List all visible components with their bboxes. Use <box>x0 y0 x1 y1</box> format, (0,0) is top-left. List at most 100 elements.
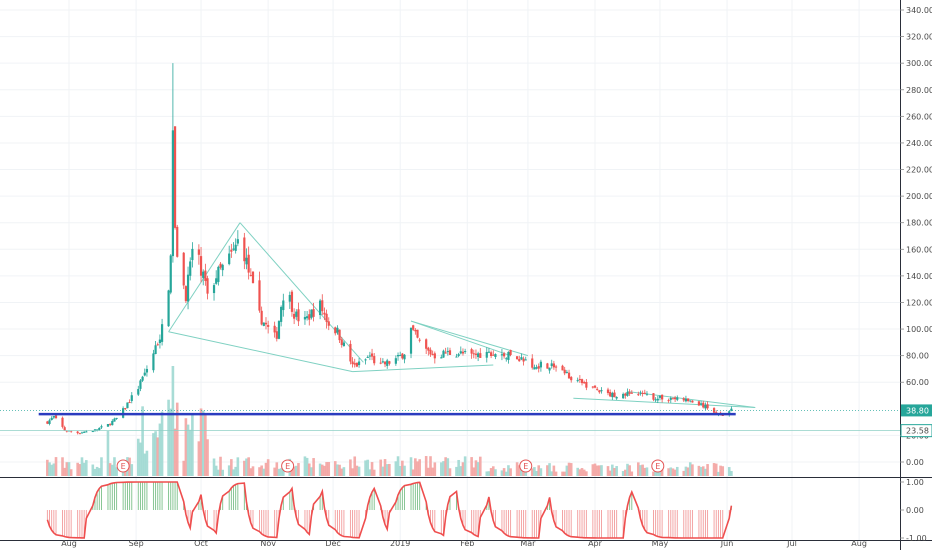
candle-body <box>277 321 281 339</box>
candle-body <box>63 427 66 431</box>
last-price-badge <box>901 404 932 417</box>
candle-body <box>98 427 101 430</box>
volume-bar <box>191 414 194 476</box>
volume-bar <box>563 471 567 476</box>
volume-bar <box>433 462 437 476</box>
price-tick-label: 80.00 <box>906 352 929 361</box>
candle-body <box>639 392 642 394</box>
volume-bar <box>701 466 705 476</box>
candle-body <box>580 379 584 384</box>
volume-bar <box>669 467 673 476</box>
candle-body <box>381 361 384 363</box>
candle-body <box>325 313 328 322</box>
volume-bar <box>128 457 131 476</box>
candle-body <box>641 392 644 394</box>
volume-bar <box>424 456 428 476</box>
volume-bar <box>730 470 733 476</box>
candle-body <box>613 392 616 398</box>
candle-body <box>431 354 434 356</box>
volume-bar <box>448 468 452 476</box>
volume-bar <box>446 458 450 476</box>
volume-bar <box>717 471 720 476</box>
candle-body <box>418 339 421 341</box>
candle-body <box>630 392 633 394</box>
earnings-marker <box>651 459 665 473</box>
price-tick-label: 300.00 <box>906 59 932 68</box>
candle-body <box>156 344 159 346</box>
volume-bar <box>46 459 49 476</box>
osc-tick-label: 1.00 <box>906 478 924 487</box>
price-tick-label: 60.00 <box>906 378 929 387</box>
volume-bar <box>626 463 629 476</box>
candle-body <box>674 397 677 400</box>
candle-body <box>531 358 534 368</box>
volume-bar <box>186 424 190 476</box>
volume-bar <box>615 466 618 476</box>
volume-bar <box>275 462 279 476</box>
volume-bar <box>608 470 612 476</box>
volume-bar <box>580 468 584 476</box>
candle-body <box>191 248 194 261</box>
candle-body <box>234 244 237 251</box>
volume-bar <box>418 459 421 476</box>
time-tick-label: Oct <box>194 539 208 548</box>
volume-bar <box>431 467 434 476</box>
candle-body <box>388 361 391 364</box>
candle-body <box>492 354 495 356</box>
price-tick-label: 140.00 <box>906 272 932 281</box>
candle-body <box>368 355 371 357</box>
candle-body <box>548 367 551 371</box>
candle-body <box>416 329 419 338</box>
earnings-marker-label: E <box>121 462 126 471</box>
candle-body <box>539 361 542 368</box>
volume-bar <box>630 471 634 476</box>
volume-bar <box>80 457 84 476</box>
trendlines <box>168 222 756 408</box>
volume-bar <box>249 468 253 476</box>
volume-bar <box>312 458 315 476</box>
candle-body <box>697 401 701 406</box>
price-tick-label: 340.00 <box>906 6 932 15</box>
volume-bar <box>115 467 118 476</box>
volume-bar <box>595 465 599 476</box>
volume-bar <box>294 465 298 476</box>
volume-bar <box>50 464 53 476</box>
volume-bar <box>227 465 231 476</box>
volume-bar <box>175 402 179 476</box>
time-tick-label: Aug <box>851 539 867 548</box>
earnings-marker <box>519 459 533 473</box>
volume-bar <box>552 465 556 476</box>
candle-body <box>83 431 86 433</box>
volume-bar <box>682 470 686 476</box>
volume-bar <box>320 464 324 476</box>
candle-body <box>264 322 268 325</box>
candle-body <box>342 342 346 347</box>
candle-body <box>50 417 53 421</box>
volume-bar <box>411 469 415 476</box>
volume-bar <box>243 460 246 476</box>
volume-bar <box>340 468 344 476</box>
volume-bar <box>379 459 383 476</box>
volume-bar <box>310 467 313 476</box>
time-tick-label: May <box>652 539 669 548</box>
volume-bar <box>660 467 664 476</box>
volume-bar <box>366 459 370 476</box>
time-tick-label: Sep <box>129 539 144 548</box>
volume-bar <box>554 471 558 476</box>
candle-body <box>507 351 510 360</box>
volume-bar <box>76 462 79 476</box>
price-tick-label: 240.00 <box>906 139 932 148</box>
volume-bar <box>130 464 134 476</box>
volume-bar <box>582 469 586 476</box>
price-badges: 38.80 23.58 <box>900 404 932 438</box>
candle-body <box>565 371 568 373</box>
candle-body <box>297 309 300 322</box>
volume-bar <box>606 466 610 476</box>
candle-body <box>524 359 527 361</box>
volume-bar <box>472 467 476 476</box>
candle-body <box>546 363 549 369</box>
candle-body <box>111 420 114 426</box>
volume-bar <box>474 460 478 476</box>
volume-bar <box>353 456 357 476</box>
candle-body <box>520 357 523 360</box>
